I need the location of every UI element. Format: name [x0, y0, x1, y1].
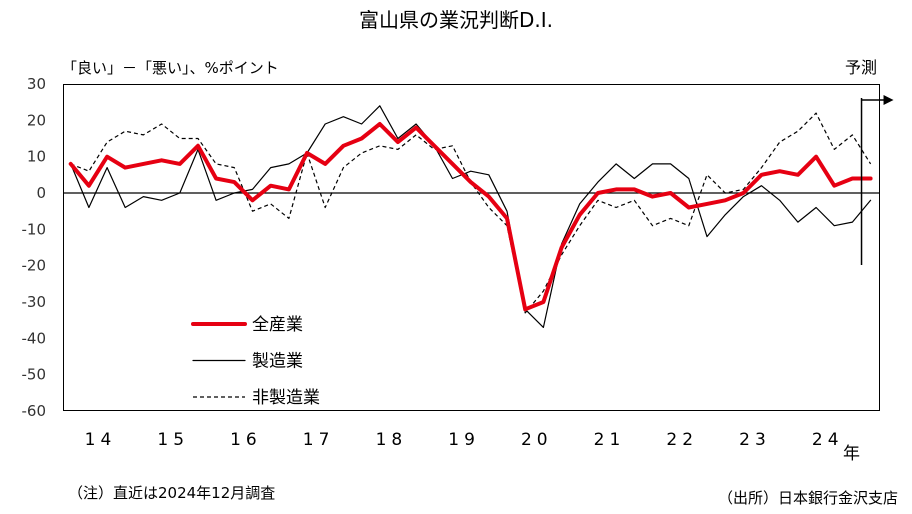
- legend-label-all-industries: 全産業: [252, 315, 303, 335]
- legend-item-non-manufacturing: 非製造業: [193, 388, 320, 408]
- y-tick-label: -10: [22, 220, 47, 238]
- x-tick-label: 24: [812, 430, 844, 450]
- x-tick-label: 23: [739, 430, 771, 450]
- x-tick-label: 21: [594, 430, 626, 450]
- x-tick-label: 22: [666, 430, 698, 450]
- series-line-manufacturing: [70, 105, 872, 328]
- survey-note: （注）直近は2024年12月調査: [68, 484, 275, 502]
- y-tick-label: -40: [22, 329, 47, 347]
- x-tick-label: 20: [521, 430, 553, 450]
- legend-item-all-industries: 全産業: [191, 315, 303, 335]
- y-tick-label: -50: [22, 366, 47, 384]
- x-tick-label: 19: [448, 430, 480, 450]
- forecast-marker: [860, 95, 894, 265]
- x-tick-label: 18: [376, 430, 408, 450]
- y-tick-label: -20: [22, 257, 47, 275]
- forecast-label: 予測: [845, 58, 877, 77]
- x-axis-unit: 年: [843, 444, 860, 464]
- legend-item-manufacturing: 製造業: [192, 352, 303, 372]
- y-tick-label: 0: [36, 184, 46, 202]
- x-tick-label: 15: [157, 430, 189, 450]
- y-tick-label: -30: [22, 293, 47, 311]
- y-tick-label: 10: [27, 148, 46, 166]
- series-lines: [68, 105, 873, 328]
- y-tick-label: -60: [22, 402, 47, 420]
- chart-title: 富山県の業況判断D.I.: [359, 8, 553, 32]
- y-tick-labels: 30 20 10 0 -10 -20 -30 -40 -50 -60: [22, 75, 47, 420]
- y-tick-label: 20: [27, 111, 46, 129]
- y-tick-label: 30: [27, 75, 46, 93]
- y-axis-label: 「良い」－「悪い」、%ポイント: [62, 59, 279, 77]
- source-credit: （出所）日本銀行金沢支店: [718, 489, 898, 507]
- x-tick-label: 16: [230, 430, 262, 450]
- legend-label-non-manufacturing: 非製造業: [252, 388, 320, 408]
- legend: 全産業 製造業 非製造業: [191, 315, 320, 408]
- plot-area: [63, 84, 880, 411]
- x-tick-label: 14: [85, 430, 117, 450]
- forecast-arrow-head: [883, 95, 894, 105]
- x-tick-label: 17: [303, 430, 335, 450]
- legend-label-manufacturing: 製造業: [252, 352, 303, 372]
- x-tick-labels: 14 15 16 17 18 19 20 21 22 23 24: [85, 430, 844, 450]
- series-line-all-industries: [68, 122, 873, 312]
